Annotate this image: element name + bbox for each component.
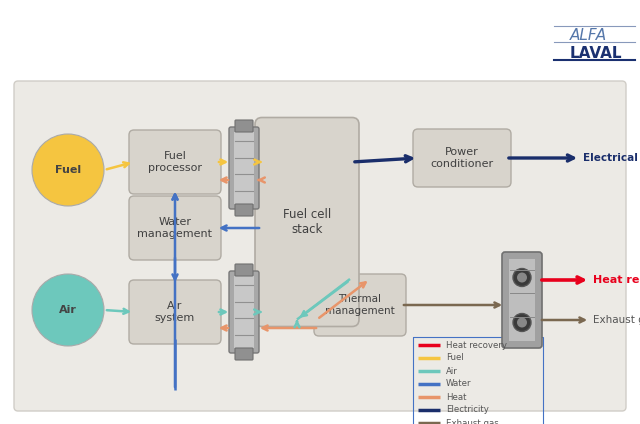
- FancyBboxPatch shape: [314, 274, 406, 336]
- Text: Heat: Heat: [446, 393, 467, 402]
- Text: Fuel: Fuel: [55, 165, 81, 175]
- FancyBboxPatch shape: [235, 264, 253, 276]
- FancyBboxPatch shape: [129, 130, 221, 194]
- Text: Thermal
management: Thermal management: [325, 294, 395, 316]
- FancyBboxPatch shape: [509, 259, 535, 341]
- FancyBboxPatch shape: [129, 280, 221, 344]
- Text: ALFA: ALFA: [570, 28, 607, 42]
- FancyBboxPatch shape: [234, 276, 254, 348]
- FancyBboxPatch shape: [502, 252, 542, 348]
- Text: Fuel: Fuel: [446, 354, 464, 363]
- FancyBboxPatch shape: [235, 120, 253, 132]
- Circle shape: [32, 134, 104, 206]
- Text: Power
conditioner: Power conditioner: [431, 147, 493, 169]
- Circle shape: [517, 318, 527, 327]
- Text: Heat recovery: Heat recovery: [593, 275, 640, 285]
- FancyBboxPatch shape: [235, 204, 253, 216]
- Text: Fuel
processor: Fuel processor: [148, 151, 202, 173]
- Circle shape: [513, 268, 531, 287]
- FancyBboxPatch shape: [229, 127, 259, 209]
- Text: Air: Air: [446, 366, 458, 376]
- Text: Water
management: Water management: [138, 217, 212, 239]
- Circle shape: [32, 274, 104, 346]
- FancyBboxPatch shape: [234, 132, 254, 204]
- Circle shape: [513, 313, 531, 332]
- Text: Exhaust gas: Exhaust gas: [446, 418, 499, 424]
- Text: Water: Water: [446, 379, 472, 388]
- Text: Air: Air: [59, 305, 77, 315]
- FancyBboxPatch shape: [235, 348, 253, 360]
- FancyBboxPatch shape: [255, 117, 359, 326]
- Text: Fuel cell
stack: Fuel cell stack: [283, 208, 331, 236]
- Text: Heat recovery: Heat recovery: [446, 340, 507, 349]
- Text: Air
system: Air system: [155, 301, 195, 323]
- Text: LAVAL: LAVAL: [570, 45, 623, 61]
- FancyBboxPatch shape: [14, 81, 626, 411]
- Text: Exhaust gas: Exhaust gas: [593, 315, 640, 325]
- Circle shape: [517, 273, 527, 282]
- Text: Electricity: Electricity: [446, 405, 489, 415]
- Text: Electrical power: Electrical power: [583, 153, 640, 163]
- FancyBboxPatch shape: [129, 196, 221, 260]
- FancyBboxPatch shape: [413, 129, 511, 187]
- FancyBboxPatch shape: [229, 271, 259, 353]
